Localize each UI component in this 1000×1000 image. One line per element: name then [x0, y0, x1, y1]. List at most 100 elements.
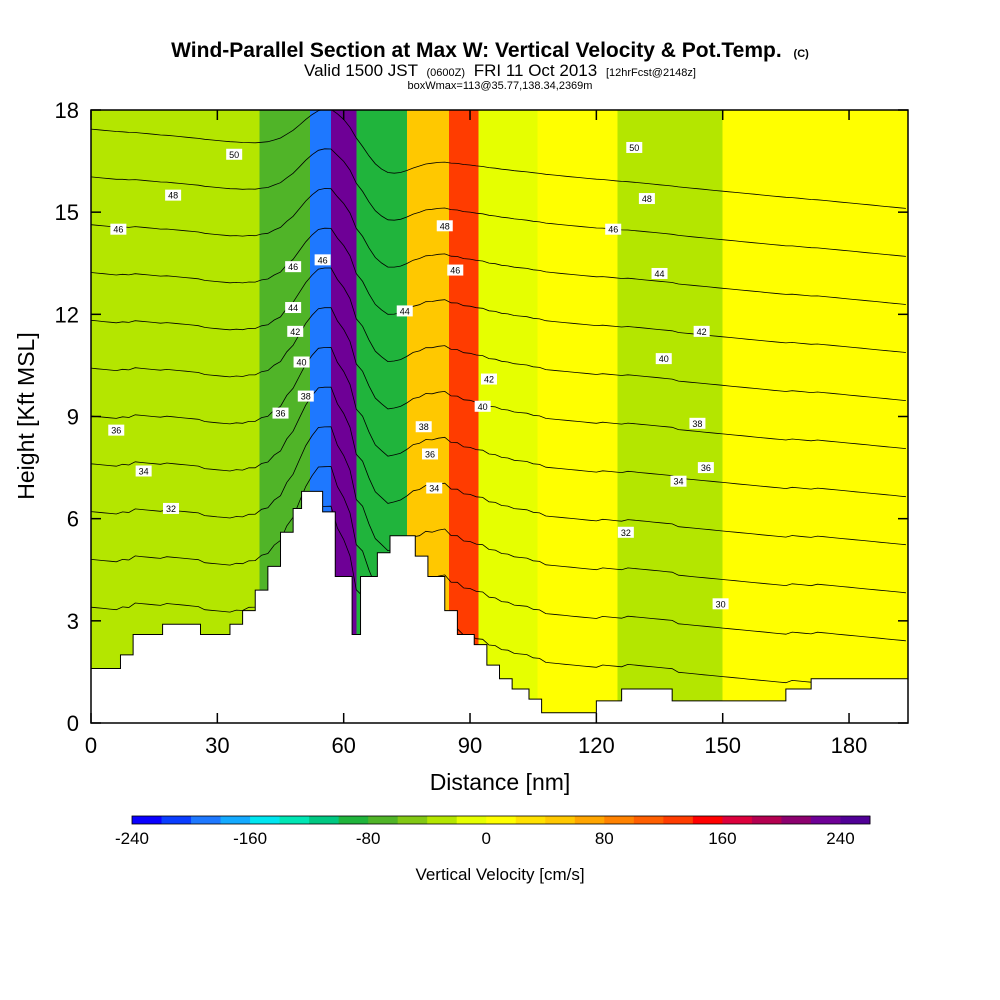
terrain-profile: [91, 490, 908, 723]
theta-label-46-0: 46: [110, 223, 127, 235]
theta-label-34-0: 34: [135, 465, 152, 477]
y-tick-label-15: 15: [55, 200, 79, 225]
theta-label-50-1: 50: [626, 141, 643, 153]
chart-subtitle: Valid 1500 JST (0600Z) FRI 11 Oct 2013 […: [304, 61, 696, 80]
chart-title: Wind-Parallel Section at Max W: Vertical…: [171, 39, 809, 62]
svg-text:30: 30: [716, 599, 726, 609]
x-tick-label-30: 30: [205, 733, 229, 758]
colorbar-swatch-14: [545, 816, 576, 824]
theta-contour-32: [91, 466, 906, 642]
x-axis-title: Distance [nm]: [430, 769, 571, 795]
x-tick-label-180: 180: [831, 733, 868, 758]
svg-text:40: 40: [659, 354, 669, 364]
svg-text:40: 40: [478, 402, 488, 412]
colorbar-swatch-17: [633, 816, 664, 824]
theta-label-36-2: 36: [422, 448, 439, 460]
y-axis-title: Height [Kft MSL]: [13, 332, 39, 499]
theta-contour-40: [91, 307, 906, 449]
theta-label-40-2: 40: [655, 353, 672, 365]
colorbar-label-240: 240: [826, 829, 854, 848]
theta-label-36-0: 36: [108, 424, 125, 436]
theta-contour-46: [91, 188, 906, 305]
chart-title-text: Wind-Parallel Section at Max W: Vertical…: [171, 39, 782, 62]
theta-label-44-2: 44: [651, 267, 668, 279]
colorbar-swatch-5: [279, 816, 310, 824]
theta-label-42-0: 42: [287, 325, 304, 337]
y-tick-label-18: 18: [55, 98, 79, 123]
colorbar-swatch-1: [161, 816, 192, 824]
theta-label-40-1: 40: [474, 400, 491, 412]
svg-text:46: 46: [608, 225, 618, 235]
svg-text:36: 36: [701, 463, 711, 473]
svg-text:50: 50: [629, 143, 639, 153]
svg-text:34: 34: [139, 466, 149, 476]
theta-label-42-1: 42: [480, 373, 497, 385]
colorbar-swatch-10: [427, 816, 458, 824]
svg-text:42: 42: [290, 327, 300, 337]
colorbar-label-80: 80: [595, 829, 614, 848]
x-tick-label-0: 0: [85, 733, 97, 758]
theta-label-32-0: 32: [163, 502, 180, 514]
theta-label-46-2: 46: [314, 254, 331, 266]
potential-temperature-contours: [91, 110, 906, 690]
theta-label-46-3: 46: [447, 264, 464, 276]
x-tick-label-120: 120: [578, 733, 615, 758]
theta-contour-34: [91, 426, 906, 594]
theta-label-34-1: 34: [426, 482, 443, 494]
colorbar-swatch-22: [781, 816, 812, 824]
box-wmax-annotation: boxWmax=113@35.77,138.34,2369m: [408, 80, 593, 92]
svg-text:44: 44: [400, 306, 410, 316]
theta-label-46-4: 46: [605, 223, 622, 235]
theta-contour-30: [91, 505, 906, 690]
colorbar-swatch-0: [132, 816, 163, 824]
x-tick-label-60: 60: [331, 733, 355, 758]
colorbar-label--160: -160: [233, 829, 267, 848]
svg-text:48: 48: [440, 221, 450, 231]
svg-text:46: 46: [450, 266, 460, 276]
colorbar-swatch-6: [309, 816, 340, 824]
theta-contour-38: [91, 346, 906, 498]
svg-text:40: 40: [297, 358, 307, 368]
x-tick-label-90: 90: [458, 733, 482, 758]
theta-contour-50: [91, 110, 906, 209]
svg-text:42: 42: [484, 375, 494, 385]
theta-label-48-1: 48: [436, 220, 453, 232]
svg-text:32: 32: [166, 504, 176, 514]
chart-title-suffix: (C): [794, 48, 810, 60]
theta-label-38-2: 38: [689, 417, 706, 429]
colorbar-swatch-3: [220, 816, 251, 824]
y-tick-label-3: 3: [67, 609, 79, 634]
theta-label-48-0: 48: [165, 189, 182, 201]
svg-text:36: 36: [425, 449, 435, 459]
subtitle-utc: (0600Z): [426, 67, 465, 79]
colorbar-label--80: -80: [356, 829, 381, 848]
y-tick-label-12: 12: [55, 302, 79, 327]
colorbar-swatch-9: [397, 816, 428, 824]
colorbar-swatch-16: [604, 816, 635, 824]
vertical-velocity-field: [91, 110, 908, 723]
svg-text:46: 46: [288, 262, 298, 272]
svg-text:48: 48: [168, 191, 178, 201]
colorbar-swatch-2: [191, 816, 222, 824]
theta-label-30-0: 30: [712, 598, 729, 610]
plot-area: 30 32 32 34 34 34 36 36 36 36 38 38 38 40 40 40 42 42 42 44…: [91, 110, 908, 723]
theta-label-46-1: 46: [285, 261, 302, 273]
colorbar-swatch-7: [338, 816, 369, 824]
theta-label-40-0: 40: [293, 356, 310, 368]
y-tick-label-9: 9: [67, 405, 79, 430]
theta-contour-48: [91, 148, 906, 257]
colorbar-swatch-4: [250, 816, 281, 824]
theta-label-36-1: 36: [272, 407, 289, 419]
colorbar-swatch-12: [486, 816, 517, 824]
colorbar: [131, 815, 871, 825]
colorbar-swatch-23: [810, 816, 841, 824]
svg-text:38: 38: [692, 419, 702, 429]
svg-text:50: 50: [229, 150, 239, 160]
theta-label-34-2: 34: [670, 475, 687, 487]
svg-text:36: 36: [276, 409, 286, 419]
colorbar-swatch-21: [751, 816, 782, 824]
colorbar-label--240: -240: [115, 829, 149, 848]
svg-text:34: 34: [429, 484, 439, 494]
theta-contour-42: [91, 267, 906, 401]
